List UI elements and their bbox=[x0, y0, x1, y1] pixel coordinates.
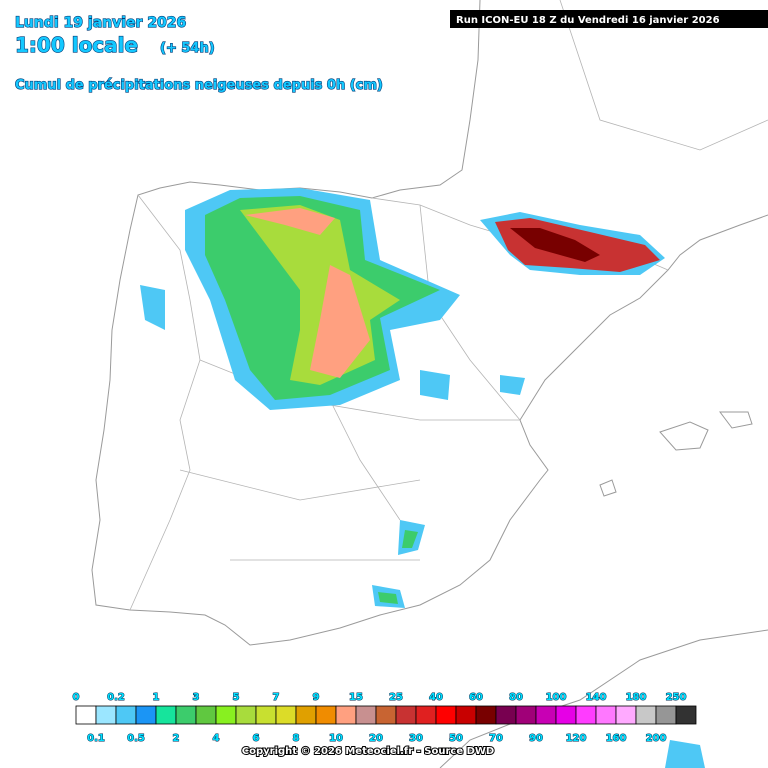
legend-swatch bbox=[375, 705, 397, 725]
legend-label: 1 bbox=[153, 692, 160, 703]
legend-swatch bbox=[395, 705, 417, 725]
local-time: 1:00 locale bbox=[15, 33, 138, 57]
legend-swatch bbox=[215, 705, 237, 725]
legend-label: 0.2 bbox=[107, 692, 125, 703]
balearic-islands bbox=[599, 411, 753, 497]
snow-area bbox=[140, 285, 705, 768]
legend-label: 120 bbox=[566, 733, 587, 744]
legend-swatch bbox=[655, 705, 677, 725]
legend-swatch bbox=[115, 705, 137, 725]
legend-swatch bbox=[595, 705, 617, 725]
legend-label: 250 bbox=[666, 692, 687, 703]
legend-label: 5 bbox=[233, 692, 240, 703]
run-banner bbox=[450, 10, 768, 28]
legend-swatch bbox=[255, 705, 277, 725]
legend-swatch bbox=[315, 705, 337, 725]
legend-label: 80 bbox=[509, 692, 523, 703]
legend-label: 60 bbox=[469, 692, 483, 703]
legend-swatch bbox=[615, 705, 637, 725]
snow-area bbox=[510, 228, 600, 262]
legend-swatch bbox=[95, 705, 117, 725]
legend-label: 0.5 bbox=[127, 733, 145, 744]
snow-area bbox=[245, 208, 370, 378]
legend-label: 100 bbox=[546, 692, 567, 703]
legend-label: 8 bbox=[293, 733, 300, 744]
snow-area bbox=[378, 530, 418, 604]
product-title: Cumul de précipitations neigeuses depuis… bbox=[15, 78, 383, 93]
legend-label: 10 bbox=[329, 733, 343, 744]
legend-swatch bbox=[235, 705, 257, 725]
legend-label: 9 bbox=[313, 692, 320, 703]
snow-field bbox=[140, 188, 705, 768]
legend-swatch bbox=[475, 705, 497, 725]
legend-swatch bbox=[295, 705, 317, 725]
legend-label: 90 bbox=[529, 733, 543, 744]
legend-swatch bbox=[135, 705, 157, 725]
legend-label: 15 bbox=[349, 692, 363, 703]
legend-label: 2 bbox=[173, 733, 180, 744]
africa-coast bbox=[439, 629, 768, 768]
legend-swatch bbox=[155, 705, 177, 725]
run-info: Run ICON-EU 18 Z du Vendredi 16 janvier … bbox=[456, 15, 720, 26]
legend-swatch bbox=[575, 705, 597, 725]
legend-swatch bbox=[555, 705, 577, 725]
legend-swatch bbox=[455, 705, 477, 725]
legend-label: 140 bbox=[586, 692, 607, 703]
legend-swatch bbox=[675, 705, 697, 725]
legend-label: 20 bbox=[369, 733, 383, 744]
legend-label: 25 bbox=[389, 692, 403, 703]
legend-label: 160 bbox=[606, 733, 627, 744]
legend-swatch bbox=[435, 705, 457, 725]
legend-label: 3 bbox=[193, 692, 200, 703]
date: Lundi 19 janvier 2026 bbox=[15, 15, 186, 31]
legend-label: 0 bbox=[73, 692, 80, 703]
legend-swatch bbox=[535, 705, 557, 725]
legend-swatch bbox=[175, 705, 197, 725]
legend-swatch bbox=[195, 705, 217, 725]
legend-swatch bbox=[355, 705, 377, 725]
legend-swatch bbox=[515, 705, 537, 725]
legend-label: 70 bbox=[489, 733, 503, 744]
legend-swatch bbox=[335, 705, 357, 725]
legend-swatch bbox=[415, 705, 437, 725]
coastline bbox=[91, 0, 768, 646]
lead-time: (+ 54h) bbox=[160, 41, 215, 56]
legend-label: 0.1 bbox=[87, 733, 105, 744]
legend-label: 7 bbox=[273, 692, 280, 703]
legend-swatch bbox=[495, 705, 517, 725]
copyright: Copyright © 2026 Meteociel.fr - Source D… bbox=[242, 746, 494, 757]
legend-swatch bbox=[635, 705, 657, 725]
legend-label: 200 bbox=[646, 733, 667, 744]
legend-label: 30 bbox=[409, 733, 423, 744]
legend-swatch bbox=[75, 705, 97, 725]
legend-label: 50 bbox=[449, 733, 463, 744]
legend-label: 6 bbox=[253, 733, 260, 744]
legend-label: 4 bbox=[213, 733, 220, 744]
legend-label: 180 bbox=[626, 692, 647, 703]
legend: 0 0.1 0.2 0.5 1 2 3 4 5 6 7 8 9 10 15 20 25 30 40 50 60 70 80 9… bbox=[72, 692, 697, 745]
legend-label: 40 bbox=[429, 692, 443, 703]
legend-swatch bbox=[275, 705, 297, 725]
